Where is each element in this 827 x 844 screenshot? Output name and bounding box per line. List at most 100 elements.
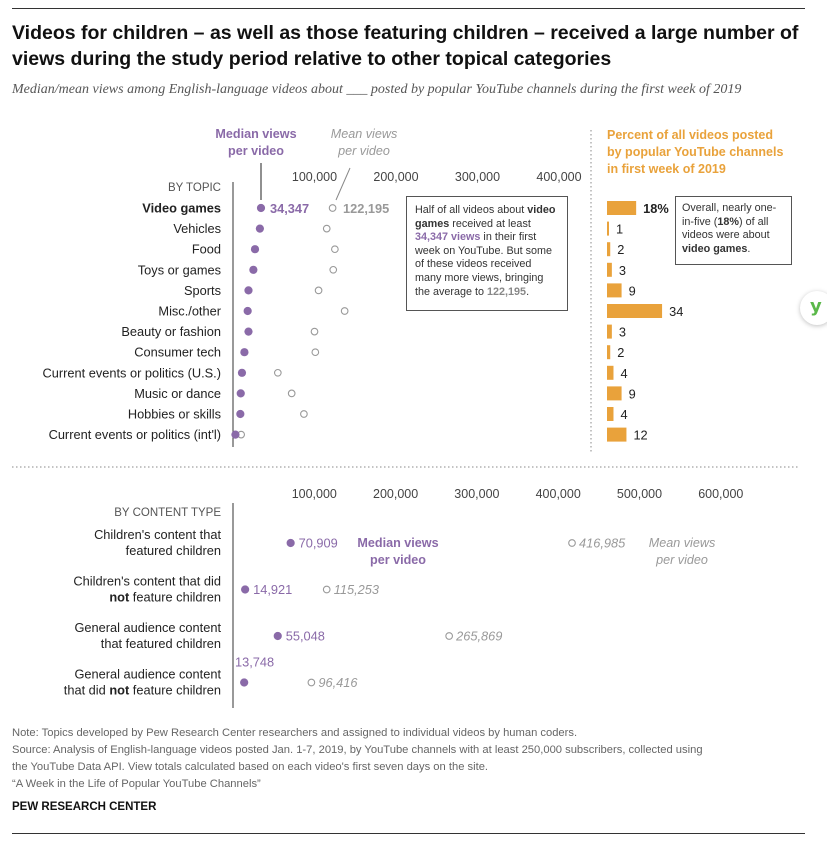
- share-bar-label: 12: [633, 428, 647, 443]
- mean-dot: [340, 307, 349, 315]
- mean-dot: [307, 678, 316, 687]
- y-logo-icon: y: [810, 296, 822, 317]
- share-bar: [607, 427, 627, 442]
- bottom-xtick-label: 100,000: [292, 487, 337, 501]
- top-rule: [12, 8, 805, 9]
- callout-text-1: Half of all videos about: [415, 204, 528, 216]
- median-value-label: 14,921: [253, 582, 292, 597]
- bars-header-1: Percent of all videos posted: [607, 128, 773, 142]
- median-dot: [256, 203, 266, 213]
- mean-dot: [273, 368, 282, 377]
- video-games-callout: Half of all videos about video games rec…: [406, 196, 568, 311]
- median-dot: [286, 538, 295, 548]
- median-dot: [243, 306, 252, 316]
- callout-text-3: in their first week on YouTube. But some…: [415, 231, 553, 298]
- median-value-label: 55,048: [286, 629, 325, 644]
- median-value-label: 70,909: [299, 536, 338, 551]
- topic-label: Music or dance: [134, 386, 221, 401]
- mean-value-label: 96,416: [318, 675, 358, 690]
- mean-value-label: 265,869: [455, 629, 502, 644]
- content-type-label-part: feature children: [129, 590, 221, 605]
- share-callout-text-2: ) of all videos were about: [682, 215, 770, 242]
- share-bar-label: 2: [617, 242, 624, 257]
- median-dot: [236, 409, 245, 419]
- mean-value-label: 416,985: [579, 536, 626, 551]
- share-callout-bold-1: 18%: [717, 215, 740, 228]
- mean-dot: [568, 539, 576, 547]
- topic-label: Food: [192, 242, 221, 257]
- top-xtick-label: 300,000: [455, 170, 500, 184]
- content-type-label-part: not: [109, 590, 130, 605]
- share-bar: [607, 201, 637, 215]
- content-type-label: Children's content that: [94, 527, 221, 542]
- bars-header-3: in first week of 2019: [607, 162, 726, 176]
- top-group-label: BY TOPIC: [168, 182, 221, 194]
- content-type-label: Children's content that did: [73, 574, 221, 589]
- panel-legend-median-2: per video: [370, 553, 426, 567]
- topic-label: Sports: [184, 283, 221, 298]
- content-type-label-part: that featured children: [101, 636, 221, 651]
- topic-label: Vehicles: [173, 221, 221, 236]
- median-dot: [244, 327, 253, 336]
- topic-label: Current events or politics (U.S.): [42, 365, 221, 380]
- content-type-label-part: Children's content that: [94, 527, 221, 542]
- bottom-xtick-label: 200,000: [373, 487, 418, 501]
- legend-mean-label-2: per video: [337, 144, 390, 158]
- share-bar: [607, 324, 612, 339]
- callout-text-4: .: [526, 285, 530, 298]
- median-dot: [250, 245, 260, 254]
- share-bar-label: 9: [629, 283, 636, 298]
- share-bar: [607, 365, 614, 380]
- mean-dot: [310, 327, 319, 336]
- median-dot: [237, 368, 247, 377]
- mean-dot: [300, 410, 308, 418]
- bottom-xtick-label: 600,000: [698, 487, 743, 501]
- share-bar-label: 34: [669, 304, 683, 319]
- chart-title: Videos for children – as well as those f…: [12, 22, 799, 70]
- topic-label: Video games: [142, 201, 221, 216]
- mean-dot: [329, 265, 338, 274]
- content-type-label-part: featured children: [126, 543, 221, 558]
- median-value-label: 34,347: [270, 201, 309, 216]
- callout-text-2: received at least: [449, 217, 531, 230]
- legend-mean-label-1: Mean views: [331, 127, 398, 141]
- median-dot: [241, 585, 250, 594]
- share-bar-label: 4: [620, 366, 627, 381]
- mean-dot: [322, 224, 331, 233]
- floating-widget-button[interactable]: y: [800, 291, 827, 325]
- bottom-rule: [12, 833, 805, 834]
- bottom-group-label: BY CONTENT TYPE: [114, 507, 221, 519]
- panel-legend-mean-2: per video: [655, 553, 708, 567]
- panel-legend-median-1: Median views: [357, 536, 438, 550]
- mean-dot: [331, 245, 339, 254]
- top-xtick-label: 400,000: [536, 170, 581, 184]
- share-bar-label: 4: [620, 407, 627, 422]
- median-dot: [236, 389, 245, 398]
- topic-label: Consumer tech: [134, 345, 221, 360]
- content-type-label-part: General audience content: [74, 667, 221, 682]
- content-type-label-part: Children's content that did: [73, 574, 221, 589]
- mean-value-label: 122,195: [343, 201, 389, 216]
- share-bar-label: 18%: [643, 201, 669, 216]
- share-bar-label: 3: [619, 325, 626, 340]
- topic-label: Misc./other: [158, 304, 221, 319]
- share-bar-label: 3: [619, 263, 626, 278]
- footer-source-1: Source: Analysis of English-language vid…: [12, 744, 703, 756]
- median-dot: [231, 430, 240, 439]
- content-type-label: not feature children: [109, 590, 221, 605]
- mean-dot: [314, 286, 323, 295]
- topic-label: Current events or politics (int'l): [49, 427, 221, 442]
- content-type-label: that featured children: [101, 636, 221, 651]
- topic-label: Beauty or fashion: [121, 324, 221, 339]
- footer-source-2: the YouTube Data API. View totals calcul…: [12, 761, 489, 773]
- share-bar-label: 2: [617, 345, 624, 360]
- median-dot: [244, 286, 253, 295]
- bars-header-2: by popular YouTube channels: [607, 145, 783, 159]
- legend-median-label-1: Median views: [215, 127, 296, 141]
- share-bar: [607, 221, 609, 236]
- bottom-xtick-label: 400,000: [536, 487, 581, 501]
- org-name: PEW RESEARCH CENTER: [12, 801, 157, 813]
- callout-bold-1: video games: [415, 204, 556, 230]
- content-type-label: General audience content: [74, 667, 221, 682]
